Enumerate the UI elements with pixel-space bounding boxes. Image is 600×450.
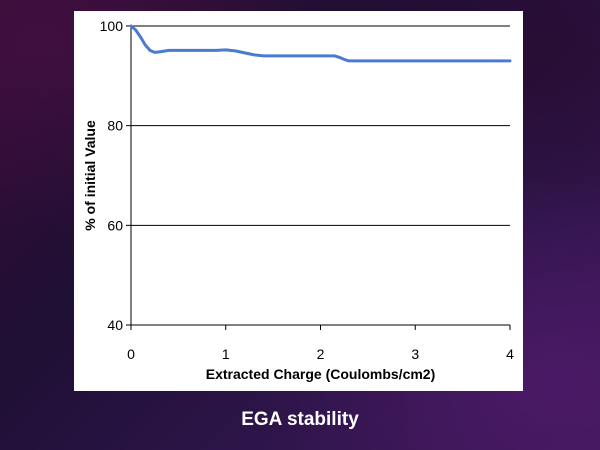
y-tick-label: 80 — [107, 118, 123, 134]
line-chart: 40 60 80 100 0 1 2 3 4 Extracted Charge (Coulomb… — [82, 18, 514, 382]
slide-caption: EGA stability — [241, 409, 359, 430]
y-tick-label: 100 — [100, 18, 124, 34]
x-tick-label: 4 — [506, 346, 514, 362]
chart-panel: 40 60 80 100 0 1 2 3 4 Extracted Charge (Coulomb… — [74, 11, 523, 391]
y-tick-label: 60 — [107, 217, 123, 233]
x-tick-label: 0 — [127, 346, 135, 362]
y-tick-label: 40 — [107, 317, 123, 333]
x-tick-label: 2 — [317, 346, 325, 362]
y-axis-title: % of initial Value — [82, 120, 98, 231]
series-line — [129, 24, 512, 63]
x-axis-title: Extracted Charge (Coulombs/cm2) — [206, 366, 436, 382]
x-tick-label: 3 — [411, 346, 419, 362]
x-tick-label: 1 — [222, 346, 230, 362]
